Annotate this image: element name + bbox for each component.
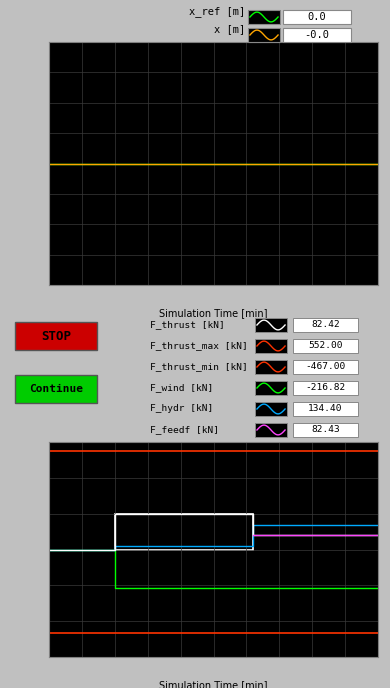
X-axis label: Simulation Time [min]: Simulation Time [min] xyxy=(159,680,268,688)
Text: F_thrust [kN]: F_thrust [kN] xyxy=(150,321,225,330)
Text: F_thrust_max [kN]: F_thrust_max [kN] xyxy=(150,341,248,350)
Text: F_thrust_min [kN]: F_thrust_min [kN] xyxy=(150,363,248,372)
Text: -216.82: -216.82 xyxy=(305,383,346,392)
Text: STOP: STOP xyxy=(41,330,71,343)
Text: 82.43: 82.43 xyxy=(311,425,340,435)
Text: Continue: Continue xyxy=(29,384,83,394)
Text: 552.00: 552.00 xyxy=(308,341,343,350)
Text: F_wind [kN]: F_wind [kN] xyxy=(150,383,213,392)
Text: -0.0: -0.0 xyxy=(305,30,330,40)
Text: x_ref [m]: x_ref [m] xyxy=(189,6,245,17)
Text: F_hydr [kN]: F_hydr [kN] xyxy=(150,405,213,413)
Text: -467.00: -467.00 xyxy=(305,363,346,372)
Text: 82.42: 82.42 xyxy=(311,321,340,330)
Text: 134.40: 134.40 xyxy=(308,405,343,413)
Bar xyxy=(115,514,253,550)
X-axis label: Simulation Time [min]: Simulation Time [min] xyxy=(159,308,268,318)
Text: F_feedf [kN]: F_feedf [kN] xyxy=(150,425,219,435)
Text: x [m]: x [m] xyxy=(214,25,245,34)
Text: 0.0: 0.0 xyxy=(308,12,326,22)
